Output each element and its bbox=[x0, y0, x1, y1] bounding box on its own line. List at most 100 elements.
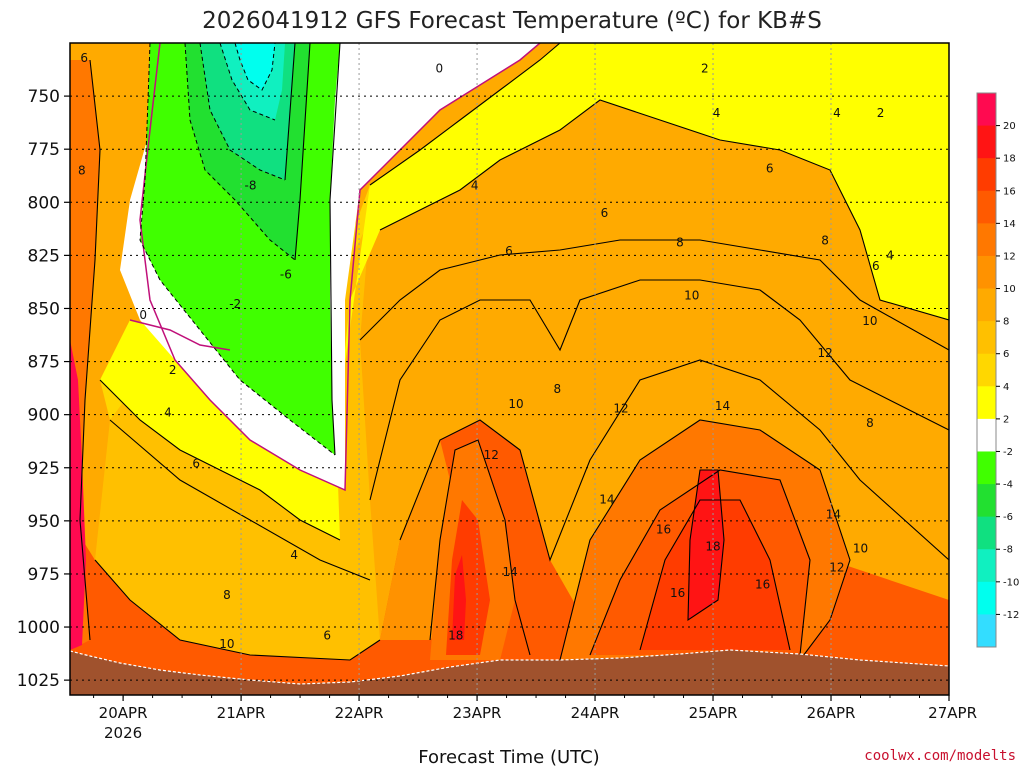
contour-label: 6 bbox=[505, 244, 513, 258]
y-tick-label: 1025 bbox=[17, 671, 60, 691]
contour-label: 16 bbox=[656, 522, 671, 536]
band-2-4-upper bbox=[340, 43, 949, 400]
contour-label: 14 bbox=[599, 493, 614, 507]
x-tick-label: 24APR bbox=[571, 704, 620, 722]
contour-label: 6 bbox=[766, 161, 774, 175]
x-tick-label: 23APR bbox=[453, 704, 502, 722]
freezing-line bbox=[139, 43, 541, 492]
colorbar-label: -10 bbox=[1003, 577, 1019, 588]
colorbar-label: 16 bbox=[1003, 186, 1016, 197]
colorbar-swatch bbox=[977, 255, 996, 290]
dashed-negative-isotherms bbox=[139, 43, 336, 456]
band-18-20-center bbox=[688, 470, 724, 620]
contour-label: 16 bbox=[755, 578, 770, 592]
colorbar-label: -6 bbox=[1003, 512, 1013, 523]
band-near-surface-hot bbox=[70, 340, 86, 650]
plot-frame bbox=[69, 42, 950, 696]
contour-label: 6 bbox=[80, 51, 88, 65]
colorbar-swatch bbox=[977, 581, 996, 615]
band-18-20-left bbox=[452, 555, 466, 640]
colorbar-swatch bbox=[977, 93, 996, 127]
y-tick-label: 825 bbox=[28, 246, 60, 266]
colorbar-label: 12 bbox=[1003, 251, 1016, 262]
isotherm-lines bbox=[79, 43, 949, 661]
colorbar-swatch bbox=[977, 223, 996, 257]
x-axis: 20APR 21APR 22APR 23APR 24APR 25APR 26APR 27APR… bbox=[93, 695, 977, 742]
colorbar-label: 20 bbox=[1003, 121, 1016, 132]
contour-label: -8 bbox=[245, 178, 257, 192]
contour-label: 8 bbox=[821, 234, 829, 248]
contour-label: 6 bbox=[872, 259, 880, 273]
contour-label: 18 bbox=[448, 629, 463, 643]
colorbar-label: -8 bbox=[1003, 545, 1013, 556]
colorbar-swatch bbox=[977, 516, 996, 550]
colorbar: 20 18 16 14 12 10 8 6 4 2 -2 -4 -6 -8 -10 -12 bbox=[976, 92, 1019, 648]
colorbar-frame bbox=[976, 92, 997, 648]
contour-label: 2 bbox=[877, 106, 885, 120]
y-tick-label: 1000 bbox=[17, 618, 60, 638]
band-2-4-lower bbox=[100, 320, 340, 540]
contour-label: -2 bbox=[229, 297, 241, 311]
x-axis-title: Forecast Time (UTC) bbox=[418, 747, 599, 768]
y-tick-label: 925 bbox=[28, 459, 60, 479]
colorbar-label: 2 bbox=[1003, 414, 1009, 425]
colorbar-label: 18 bbox=[1003, 154, 1016, 165]
y-tick-label: 900 bbox=[28, 406, 60, 426]
colorbar-label: -12 bbox=[1003, 610, 1019, 621]
contour-label: 6 bbox=[323, 629, 331, 643]
x-tick-label: 22APR bbox=[335, 704, 384, 722]
contour-label: 14 bbox=[715, 399, 730, 413]
contour-label: 8 bbox=[78, 163, 86, 177]
contour-label: 12 bbox=[613, 401, 628, 415]
x-tick-label: 25APR bbox=[689, 704, 738, 722]
contour-label: 0 bbox=[139, 308, 147, 322]
contour-label: 8 bbox=[223, 588, 231, 602]
contour-label: -6 bbox=[280, 267, 292, 281]
colorbar-label: 14 bbox=[1003, 219, 1016, 230]
colorbar-swatch bbox=[977, 386, 996, 420]
contour-label: 4 bbox=[471, 178, 479, 192]
contour-label: 12 bbox=[484, 448, 499, 462]
y-tick-label: 850 bbox=[28, 299, 60, 319]
colorbar-swatch bbox=[977, 158, 996, 192]
contour-label: 14 bbox=[826, 507, 841, 521]
colorbar-swatch bbox=[977, 288, 996, 322]
contour-label: 12 bbox=[829, 561, 844, 575]
contour-label: 4 bbox=[290, 548, 298, 562]
ground-surface-edge bbox=[70, 649, 949, 685]
contour-label: 8 bbox=[866, 416, 874, 430]
y-tick-label: 775 bbox=[28, 140, 60, 160]
colorbar-swatch bbox=[977, 321, 996, 355]
contour-label: 10 bbox=[684, 289, 699, 303]
contour-label: 2 bbox=[701, 61, 709, 75]
x-tick-year: 2026 bbox=[104, 724, 142, 742]
x-tick-label: 21APR bbox=[217, 704, 266, 722]
contour-label: 8 bbox=[553, 382, 561, 396]
colorbar-swatch bbox=[977, 190, 996, 224]
colorbar-swatch bbox=[977, 125, 996, 159]
y-tick-label: 950 bbox=[28, 512, 60, 532]
colorbar-label: 10 bbox=[1003, 284, 1016, 295]
colorbar-label: -2 bbox=[1003, 447, 1013, 458]
contour-label: 10 bbox=[862, 314, 877, 328]
colorbar-label: 6 bbox=[1003, 349, 1009, 360]
contour-label: 12 bbox=[817, 346, 832, 360]
y-tick-label: 975 bbox=[28, 565, 60, 585]
contour-label: 0 bbox=[435, 61, 443, 75]
contour-label: 2 bbox=[169, 363, 177, 377]
colorbar-swatch bbox=[977, 484, 996, 518]
band-minus12-minus10 bbox=[235, 43, 275, 90]
y-axis: 750 775 800 825 850 875 900 925 950 975 1000 1025 bbox=[17, 87, 70, 691]
colorbar-label: 4 bbox=[1003, 382, 1009, 393]
colorbar-swatch bbox=[977, 549, 996, 583]
contour-label: 10 bbox=[508, 397, 523, 411]
colorbar-swatch bbox=[977, 614, 996, 648]
credit-link[interactable]: coolwx.com/modelts bbox=[864, 748, 1016, 764]
contour-label: 4 bbox=[713, 106, 721, 120]
colorbar-swatch bbox=[977, 353, 996, 387]
x-tick-label: 27APR bbox=[928, 704, 977, 722]
contour-label: 16 bbox=[670, 586, 685, 600]
x-tick-label: 26APR bbox=[807, 704, 856, 722]
